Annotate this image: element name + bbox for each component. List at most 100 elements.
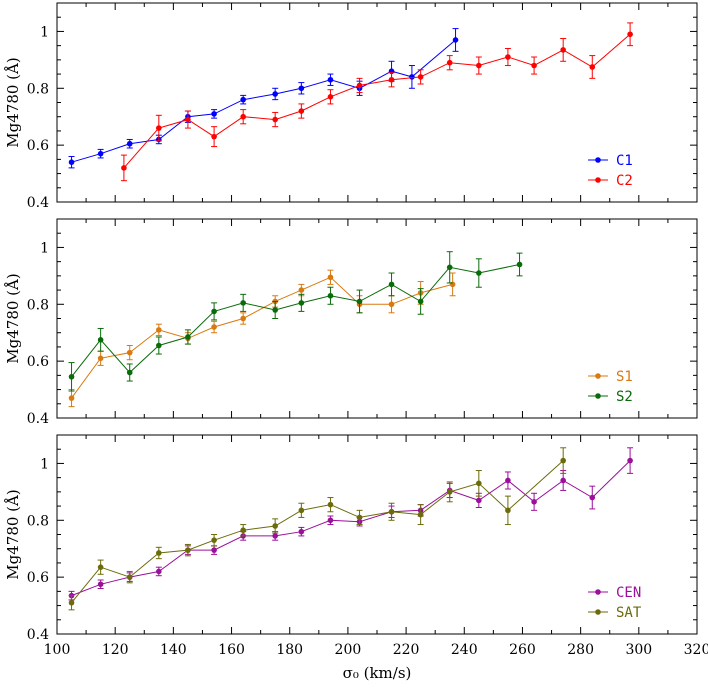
data-point — [589, 64, 596, 70]
data-point — [531, 62, 537, 69]
y-tick-label: 1 — [40, 24, 49, 40]
legend-label: S2 — [616, 389, 633, 405]
x-tick-label: 120 — [102, 642, 129, 658]
data-point — [126, 140, 133, 147]
data-point — [452, 37, 459, 43]
y-tick-label: 0.4 — [27, 411, 49, 427]
legend-item-s1: S1 — [588, 369, 633, 385]
series-sat — [68, 447, 567, 611]
data-point — [476, 497, 482, 504]
data-point — [240, 300, 246, 306]
data-point — [446, 264, 453, 271]
chart-panel-3: 100 120 140 160 180 200 220 240 260 280 300 320 0.4 0… — [4, 434, 708, 682]
data-point — [211, 308, 217, 315]
x-axis-title: σ₀ (km/s) — [343, 664, 412, 682]
legend-marker — [595, 589, 601, 595]
data-point — [476, 62, 482, 69]
series-c1 — [68, 28, 459, 169]
data-point — [298, 85, 305, 92]
y-tick-label: 1 — [40, 240, 49, 256]
legend-item-c2: C2 — [588, 173, 633, 189]
data-point — [327, 501, 334, 508]
data-point — [68, 599, 75, 606]
series-line — [71, 460, 631, 597]
chart-panel-2: 0.4 0.6 0.8 1 Mg4780 (Å) S1 S2 — [4, 218, 698, 427]
chart-panel-1: 0.4 0.6 0.8 1 Mg4780 (Å) C1 C2 — [4, 2, 698, 211]
y-axis-title: Mg4780 (Å) — [4, 57, 22, 147]
data-point — [417, 298, 424, 305]
y-tick-label: 0.8 — [27, 297, 49, 313]
legend-item-cen: CEN — [588, 585, 641, 601]
data-point — [388, 281, 395, 288]
y-tick-label: 0.8 — [27, 513, 49, 529]
y-tick-label: 0.6 — [27, 570, 49, 586]
data-point — [240, 113, 246, 120]
data-point — [68, 159, 75, 165]
data-point — [627, 457, 633, 464]
data-point — [327, 76, 334, 83]
data-point — [589, 494, 596, 501]
data-point — [185, 547, 191, 553]
x-tick-label: 220 — [393, 642, 420, 658]
data-point — [417, 74, 424, 80]
y-tick-label: 0.4 — [27, 627, 49, 643]
series-s1 — [68, 269, 456, 408]
data-point — [97, 564, 104, 570]
data-point — [185, 334, 191, 340]
legend-label: S1 — [616, 369, 633, 385]
data-point — [298, 300, 305, 306]
legend-label: C2 — [616, 173, 633, 189]
data-point — [272, 116, 278, 123]
data-point — [327, 94, 334, 100]
data-point — [531, 499, 537, 505]
series-line — [71, 264, 520, 378]
data-point — [211, 537, 217, 543]
data-point — [446, 59, 453, 66]
series-s2 — [68, 251, 523, 392]
data-point — [356, 514, 363, 521]
y-tick-label: 0.8 — [27, 81, 49, 97]
data-point — [560, 477, 566, 484]
data-point — [476, 480, 482, 487]
y-tick-label: 1 — [40, 456, 49, 472]
data-point — [298, 108, 305, 114]
data-point — [156, 342, 162, 349]
x-tick-label: 240 — [451, 642, 478, 658]
data-point — [356, 298, 363, 305]
data-point — [156, 125, 162, 131]
plot-frame — [56, 434, 698, 635]
series-line — [71, 276, 453, 399]
data-point — [211, 133, 217, 140]
data-point — [388, 301, 395, 308]
data-point — [505, 507, 511, 514]
x-tick-label: 300 — [625, 642, 652, 658]
data-point — [627, 31, 633, 38]
plot-frame — [56, 2, 698, 203]
data-point — [505, 54, 511, 60]
data-point — [516, 261, 523, 268]
legend-item-s2: S2 — [588, 389, 633, 405]
legend-marker — [595, 177, 601, 183]
data-point — [97, 355, 104, 362]
data-point — [126, 349, 133, 356]
data-point — [356, 82, 363, 89]
data-point — [560, 457, 566, 464]
legend-item-c1: C1 — [588, 153, 633, 169]
legend-marker — [595, 393, 601, 399]
data-point — [560, 47, 566, 53]
data-point — [68, 395, 75, 401]
data-point — [156, 327, 162, 333]
data-point — [298, 287, 305, 293]
data-point — [409, 74, 415, 80]
legend-marker — [595, 609, 601, 615]
data-point — [272, 523, 278, 529]
y-tick-label: 0.4 — [27, 195, 49, 211]
y-axis-title: Mg4780 (Å) — [4, 273, 22, 363]
data-point — [68, 373, 75, 380]
data-point — [211, 111, 217, 117]
data-point — [505, 477, 511, 484]
data-point — [327, 517, 334, 524]
data-point — [156, 568, 162, 575]
series-cen — [68, 447, 634, 601]
x-tick-label: 160 — [218, 642, 245, 658]
